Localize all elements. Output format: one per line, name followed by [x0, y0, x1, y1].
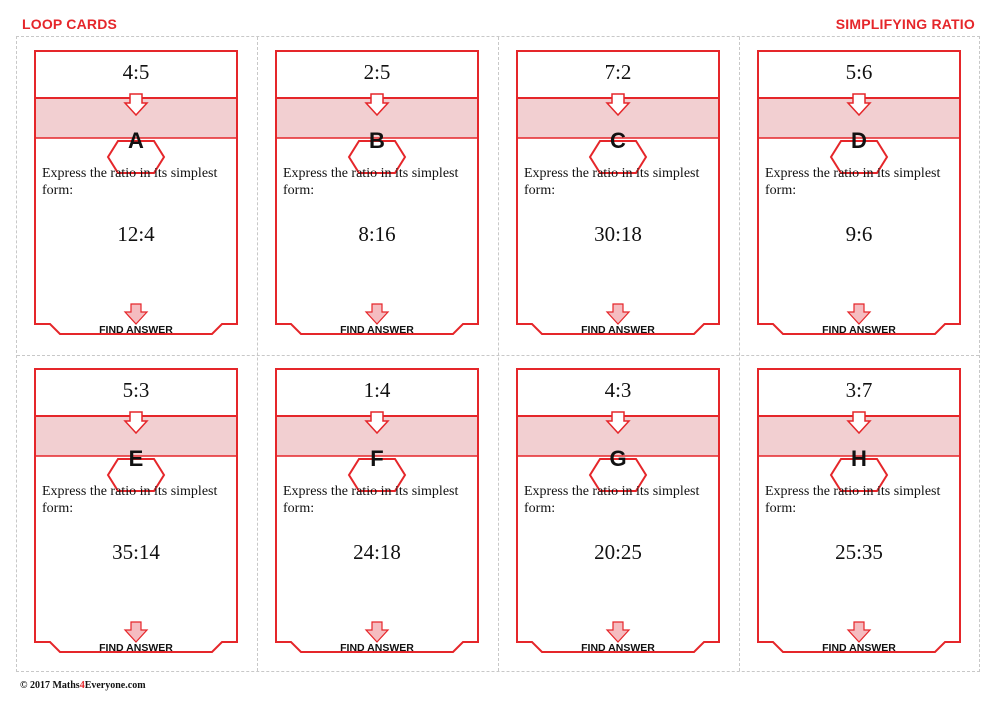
find-answer-label: FIND ANSWER	[822, 642, 896, 654]
cut-line	[498, 37, 499, 671]
find-answer-label: FIND ANSWER	[822, 324, 896, 336]
card-outline	[516, 368, 720, 653]
loop-cards-title: LOOP CARDS	[22, 16, 118, 32]
card-outline	[34, 368, 238, 653]
arrow-down-icon	[123, 303, 149, 325]
hexagon-badge	[347, 140, 407, 174]
card-outline	[757, 50, 961, 335]
cut-line	[257, 37, 258, 671]
cut-line	[17, 355, 979, 356]
copyright-text-b: Everyone.com	[84, 680, 146, 691]
find-answer-label: FIND ANSWER	[581, 642, 655, 654]
card-question: 12:4	[117, 222, 155, 246]
find-answer-label: FIND ANSWER	[581, 324, 655, 336]
topic-title: SIMPLIFYING RATIO	[835, 16, 975, 32]
card-question: 30:18	[594, 222, 642, 246]
find-answer-label: FIND ANSWER	[340, 324, 414, 336]
hexagon-badge	[347, 458, 407, 492]
arrow-down-icon	[846, 93, 872, 117]
arrow-down-icon	[364, 303, 390, 325]
arrow-down-icon	[605, 411, 631, 435]
card-letter: C	[610, 128, 626, 153]
loop-card-h: 3:7 H Express the ratio in its simplest fo…	[757, 368, 961, 654]
card-sheet	[16, 36, 980, 672]
card-instruction: Express the ratio in its simplest form:	[524, 484, 700, 516]
cut-line	[739, 37, 740, 671]
card-instruction: Express the ratio in its simplest form:	[765, 166, 941, 198]
card-instruction: Express the ratio in its simplest form:	[524, 166, 700, 198]
hexagon-badge	[106, 458, 166, 492]
card-answer: 1:4	[363, 378, 391, 402]
card-letter: B	[369, 128, 385, 153]
arrow-down-icon	[605, 303, 631, 325]
card-letter: E	[128, 446, 144, 471]
card-question: 20:25	[594, 540, 642, 564]
arrow-down-icon	[846, 303, 872, 325]
copyright-digit: 4	[79, 680, 85, 691]
arrow-down-icon	[123, 621, 149, 643]
card-letter: D	[851, 128, 867, 153]
loop-card-a: 4:5 A Express the ratio in its simplest fo…	[34, 50, 238, 336]
card-answer: 4:5	[122, 60, 150, 84]
card-instruction: Express the ratio in its simplest form:	[283, 166, 459, 198]
find-answer-label: FIND ANSWER	[99, 642, 173, 654]
arrow-down-icon	[846, 411, 872, 435]
card-outline	[275, 50, 479, 335]
card-answer: 7:2	[604, 60, 632, 84]
card-question: 8:16	[358, 222, 396, 246]
arrow-down-icon	[605, 621, 631, 643]
hexagon-badge	[588, 140, 648, 174]
card-letter: A	[128, 128, 144, 153]
card-answer: 4:3	[604, 378, 632, 402]
card-letter: G	[609, 446, 627, 471]
card-outline	[516, 50, 720, 335]
arrow-down-icon	[846, 621, 872, 643]
loop-card-g: 4:3 G Express the ratio in its simplest fo…	[516, 368, 720, 654]
card-instruction: Express the ratio in its simplest form:	[283, 484, 459, 516]
card-answer: 5:6	[845, 60, 873, 84]
loop-card-b: 2:5 B Express the ratio in its simplest fo…	[275, 50, 479, 336]
card-outline	[757, 368, 961, 653]
card-letter: F	[370, 446, 384, 471]
arrow-down-icon	[605, 93, 631, 117]
arrow-down-icon	[123, 411, 149, 435]
copyright-text-a: © 2017 Maths	[20, 680, 80, 691]
hexagon-badge	[829, 140, 889, 174]
copyright: © 2017 Maths4Everyone.com	[20, 680, 146, 691]
card-instruction: Express the ratio in its simplest form:	[42, 166, 218, 198]
hexagon-badge	[588, 458, 648, 492]
hexagon-badge	[106, 140, 166, 174]
card-outline	[275, 368, 479, 653]
loop-card-d: 5:6 D Express the ratio in its simplest fo…	[757, 50, 961, 336]
card-instruction: Express the ratio in its simplest form:	[42, 484, 218, 516]
find-answer-label: FIND ANSWER	[340, 642, 414, 654]
card-instruction: Express the ratio in its simplest form:	[765, 484, 941, 516]
loop-card-e: 5:3 E Express the ratio in its simplest fo…	[34, 368, 238, 654]
card-question: 9:6	[845, 222, 873, 246]
card-answer: 2:5	[363, 60, 391, 84]
card-question: 35:14	[112, 540, 160, 564]
arrow-down-icon	[123, 93, 149, 117]
arrow-down-icon	[364, 621, 390, 643]
card-answer: 3:7	[845, 378, 873, 402]
card-question: 24:18	[353, 540, 401, 564]
card-answer: 5:3	[122, 378, 150, 402]
find-answer-label: FIND ANSWER	[99, 324, 173, 336]
loop-card-f: 1:4 F Express the ratio in its simplest fo…	[275, 368, 479, 654]
hexagon-badge	[829, 458, 889, 492]
card-outline	[34, 50, 238, 335]
card-letter: H	[851, 446, 867, 471]
loop-card-c: 7:2 C Express the ratio in its simplest fo…	[516, 50, 720, 336]
arrow-down-icon	[364, 411, 390, 435]
card-question: 25:35	[835, 540, 883, 564]
arrow-down-icon	[364, 93, 390, 117]
